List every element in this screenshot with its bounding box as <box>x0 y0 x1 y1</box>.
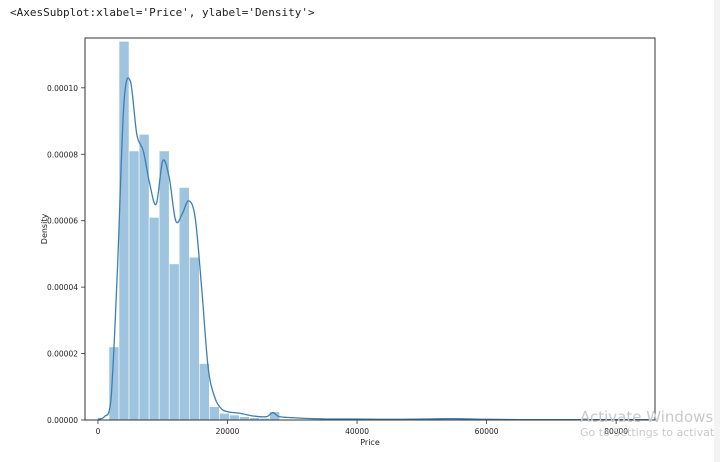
y-tick-label: 0.00008 <box>47 150 78 159</box>
y-tick-label: 0.00000 <box>47 416 78 425</box>
histogram-bar <box>219 413 230 421</box>
kde-curve <box>97 77 649 421</box>
histogram-bar <box>199 363 210 421</box>
histogram-bar <box>158 150 170 421</box>
y-axis-label: Density <box>40 214 49 245</box>
histogram-bar <box>209 406 220 421</box>
x-axis-label: Price <box>360 438 380 447</box>
x-tick-label: 80000 <box>604 427 628 436</box>
histogram-bar <box>229 414 240 421</box>
histogram-bar <box>168 263 180 421</box>
axes-repr-text: <AxesSubplot:xlabel='Price', ylabel='Den… <box>10 6 315 19</box>
plot-frame <box>84 37 656 421</box>
x-tick-label: 60000 <box>475 427 499 436</box>
y-tick-label: 0.00002 <box>47 350 78 359</box>
histogram-bar <box>188 256 200 421</box>
x-axis-ticks: 0 20000 40000 60000 80000 <box>96 420 628 436</box>
y-axis-ticks: 0.00000 0.00002 0.00004 0.00006 0.00008 0.000… <box>47 84 85 425</box>
histogram-bar <box>128 150 140 421</box>
x-tick-label: 0 <box>96 427 101 436</box>
window-edge <box>714 0 720 462</box>
histogram-bar <box>138 134 150 421</box>
x-tick-label: 40000 <box>345 427 369 436</box>
histogram-bars <box>108 41 280 421</box>
histogram-bar <box>178 187 190 421</box>
kde-curve-layer <box>97 77 649 421</box>
histogram-bar <box>148 217 160 421</box>
x-tick-label: 20000 <box>216 427 240 436</box>
y-tick-label: 0.00004 <box>47 283 78 292</box>
y-tick-label: 0.00006 <box>47 217 78 226</box>
y-tick-label: 0.00010 <box>47 84 78 93</box>
